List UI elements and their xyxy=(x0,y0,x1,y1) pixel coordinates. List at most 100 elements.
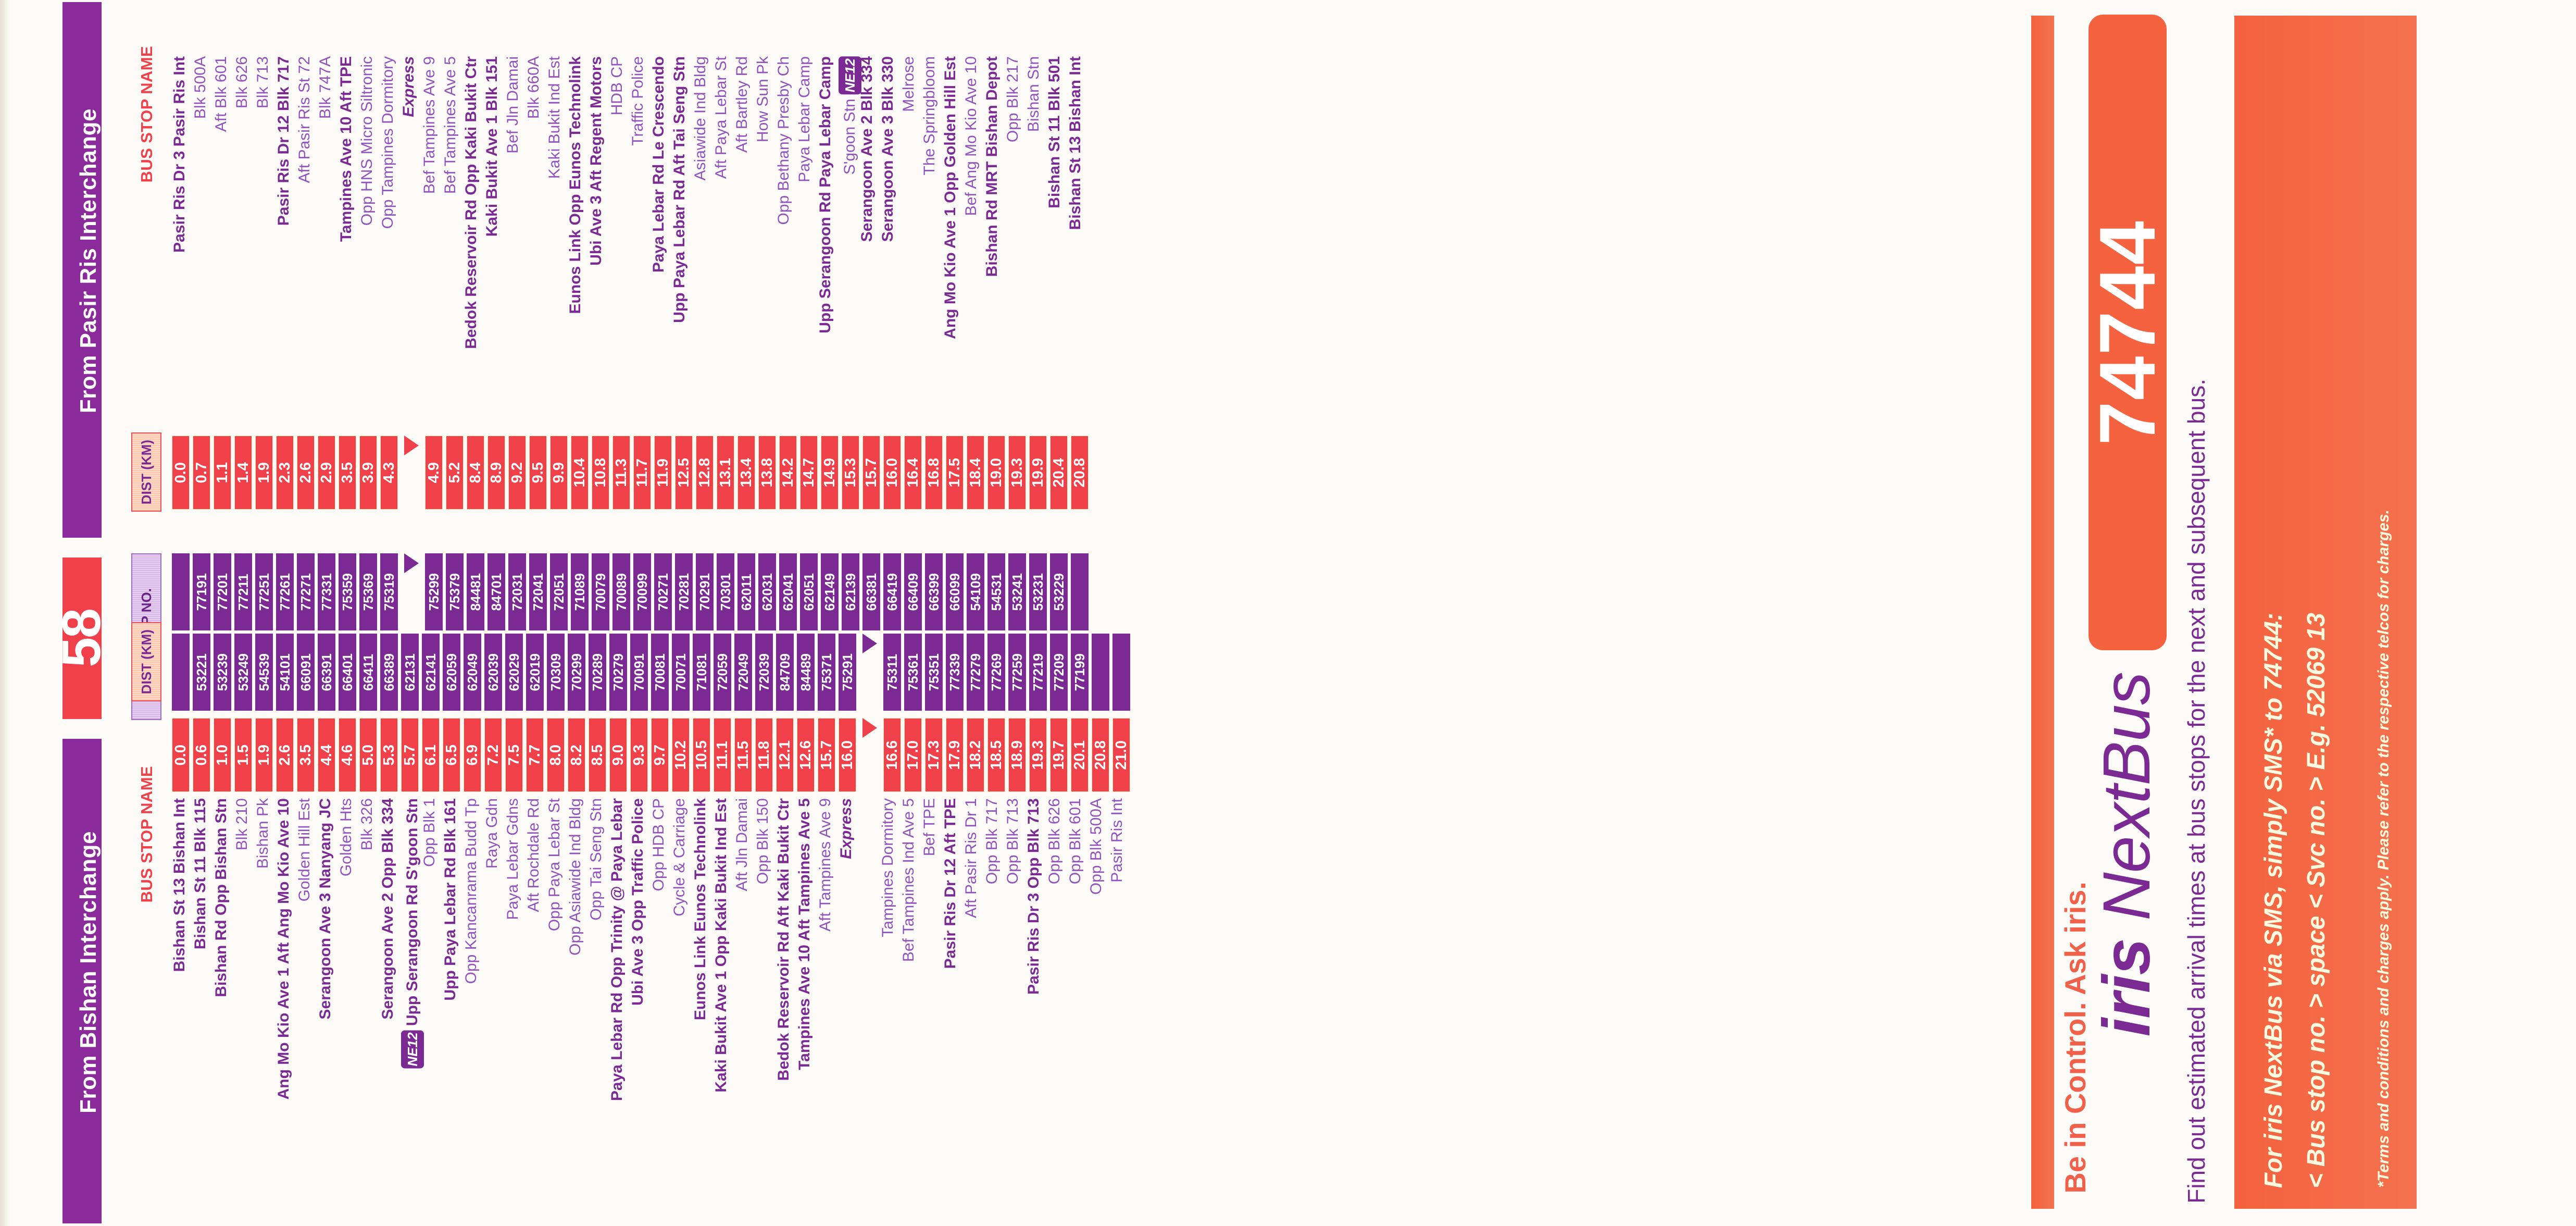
stop-number-cell: 54101 xyxy=(276,634,294,711)
stop-name-cell: Aft Blk 601 xyxy=(212,56,234,430)
distance-cell: 13.4 xyxy=(737,436,755,510)
distance-value: 5.7 xyxy=(401,744,418,766)
stop-name-cell: Aft Pasir Ris St 72 xyxy=(296,56,318,430)
stop-name-cell: Aft Rochdale Rd xyxy=(525,798,547,1205)
stop-name-cell: NE12 Upp Serangoon Rd S'goon Stn xyxy=(401,798,424,1205)
distance-value: 11.1 xyxy=(714,740,731,770)
stop-name-cell: Opp Blk 1 xyxy=(421,798,443,1205)
distance-value: 6.9 xyxy=(464,744,481,766)
distance-value: 0.6 xyxy=(193,744,210,766)
distance-value: 10.5 xyxy=(693,740,710,770)
distance-value: 20.8 xyxy=(1092,740,1109,770)
stop-number-value: 77339 xyxy=(947,653,962,691)
distance-cell: 11.8 xyxy=(755,718,773,792)
stop-number-cell: 75369 xyxy=(359,553,377,630)
stop-name-cell: Golden Hill Est xyxy=(296,798,318,1205)
distance-value: 18.4 xyxy=(967,457,984,488)
distance-value: 8.4 xyxy=(467,462,484,484)
stop-name-label: Kaki Bukit Ave 1 Blk 151 xyxy=(483,56,501,237)
stop-name-cell: S'goon Stn NE12 xyxy=(839,56,861,430)
distance-cell: 3.5 xyxy=(339,436,356,510)
stop-number-cell: 70089 xyxy=(612,553,630,630)
stop-number-cell: 84481 xyxy=(467,553,484,630)
stop-name-label: Aft Tampines Ave 9 xyxy=(817,798,834,932)
stop-name-label: Pasir Ris Dr 3 Pasir Ris Int xyxy=(171,56,188,253)
stop-number-value: 54101 xyxy=(277,653,293,691)
distance-cell: 3.5 xyxy=(297,718,315,792)
stop-number-value: 77251 xyxy=(256,573,272,611)
stop-number-cell: 62041 xyxy=(779,553,797,630)
distance-cell: 16.8 xyxy=(925,436,943,510)
stop-number-value: 66399 xyxy=(926,573,942,611)
stop-name-cell: Opp Blk 601 xyxy=(1067,798,1089,1205)
stop-number-value: 62031 xyxy=(759,573,775,611)
distance-value: 1.1 xyxy=(214,462,231,484)
stop-name-label: Express xyxy=(837,798,855,859)
distance-value: 14.7 xyxy=(800,457,817,488)
distance-value: 4.9 xyxy=(425,462,442,484)
ad-sms-shortcode-label: 74744 xyxy=(2083,219,2172,445)
stop-name-cell: Raya Gdn xyxy=(483,798,505,1205)
distance-cell: 12.8 xyxy=(696,436,714,510)
ad-footnote-label: *Terms and conditions and charges apply.… xyxy=(2375,510,2392,1188)
stop-name-label: Upp Serangoon Rd Paya Lebar Camp xyxy=(817,56,834,333)
stop-name-label: Paya Lebar Camp xyxy=(796,56,813,182)
stop-name-label: Aft Jln Damai xyxy=(733,798,751,891)
direction-title-bishan: From Bishan Interchange xyxy=(62,739,102,1223)
stop-name-cell: Paya Lebar Camp xyxy=(796,56,818,430)
stop-number-value: 70309 xyxy=(548,653,564,691)
distance-cell: 7.5 xyxy=(505,718,523,792)
stop-name-cell: Opp Blk 717 xyxy=(983,798,1005,1205)
distance-cell: 5.7 xyxy=(401,718,419,792)
distance-value: 16.0 xyxy=(839,740,856,770)
column-header-dist-bottom-label: DIST (KM) xyxy=(138,629,154,695)
distance-cell: 1.4 xyxy=(234,436,252,510)
distance-value: 12.8 xyxy=(696,457,713,488)
stop-name-label: HDB CP xyxy=(608,56,626,116)
stop-name-cell: Serangoon Ave 3 Blk 330 xyxy=(879,56,901,430)
stop-number-value: 77199 xyxy=(1072,653,1087,691)
stop-name-label: Serangoon Ave 3 Nanyang JC xyxy=(317,798,334,1020)
distance-value: 11.7 xyxy=(633,458,651,487)
distance-value: 20.8 xyxy=(1071,457,1088,488)
iris-nextbus-logo-label: iris NextBus xyxy=(2089,672,2165,1036)
stop-number-cell: 66419 xyxy=(883,553,901,630)
stop-name-cell: Bef Ang Mo Kio Ave 10 xyxy=(962,56,984,430)
distance-cell: 9.0 xyxy=(609,718,627,792)
stop-number-value: 84489 xyxy=(798,653,814,691)
stop-name-label: Blk 210 xyxy=(233,798,251,851)
stop-number-value: 70089 xyxy=(614,573,629,611)
stop-number-value: 66419 xyxy=(884,573,900,611)
stop-number-cell: 62031 xyxy=(758,553,776,630)
distance-cell: 9.7 xyxy=(651,718,669,792)
stop-number-value: 70301 xyxy=(718,573,733,611)
stop-number-value: 75351 xyxy=(926,653,942,691)
stop-number-cell: 77259 xyxy=(1008,634,1026,711)
stop-name-cell: Opp Tai Seng Stn xyxy=(587,798,609,1205)
distance-cell: 5.0 xyxy=(359,718,377,792)
distance-cell: 4.4 xyxy=(318,718,335,792)
stop-number-cell: 70081 xyxy=(651,634,669,711)
stop-number-value: 53241 xyxy=(1009,573,1025,611)
distance-value: 0.0 xyxy=(172,462,189,484)
stop-name-cell: Opp Blk 500A xyxy=(1087,798,1109,1205)
stop-name-label: Aft Bartley Rd xyxy=(733,56,751,153)
distance-cell: 18.4 xyxy=(967,436,984,510)
stop-number-cell: 77191 xyxy=(193,553,210,630)
stop-number-cell: 77331 xyxy=(318,553,335,630)
bishan-stop-name-row: Bishan St 13 Bishan Int Bishan St 11 Blk … xyxy=(171,798,1130,1205)
stop-number-value: 72039 xyxy=(756,653,772,691)
stop-number-cell: 72039 xyxy=(755,634,773,711)
stop-name-cell: Opp Asiawide Ind Bldg xyxy=(567,798,589,1205)
stop-number-cell: 53229 xyxy=(1050,553,1068,630)
stop-number-cell: 71081 xyxy=(693,634,710,711)
distance-cell: 17.5 xyxy=(946,436,964,510)
distance-cell: 0.0 xyxy=(172,436,190,510)
distance-cell: 2.6 xyxy=(297,436,315,510)
distance-cell: 1.9 xyxy=(255,436,273,510)
distance-cell: 20.1 xyxy=(1071,718,1089,792)
distance-cell: 5.3 xyxy=(380,718,398,792)
stop-number-cell: 62059 xyxy=(443,634,460,711)
stop-name-cell: Bef Tampines Ave 5 xyxy=(442,56,464,430)
stop-number-cell: 75359 xyxy=(339,553,356,630)
